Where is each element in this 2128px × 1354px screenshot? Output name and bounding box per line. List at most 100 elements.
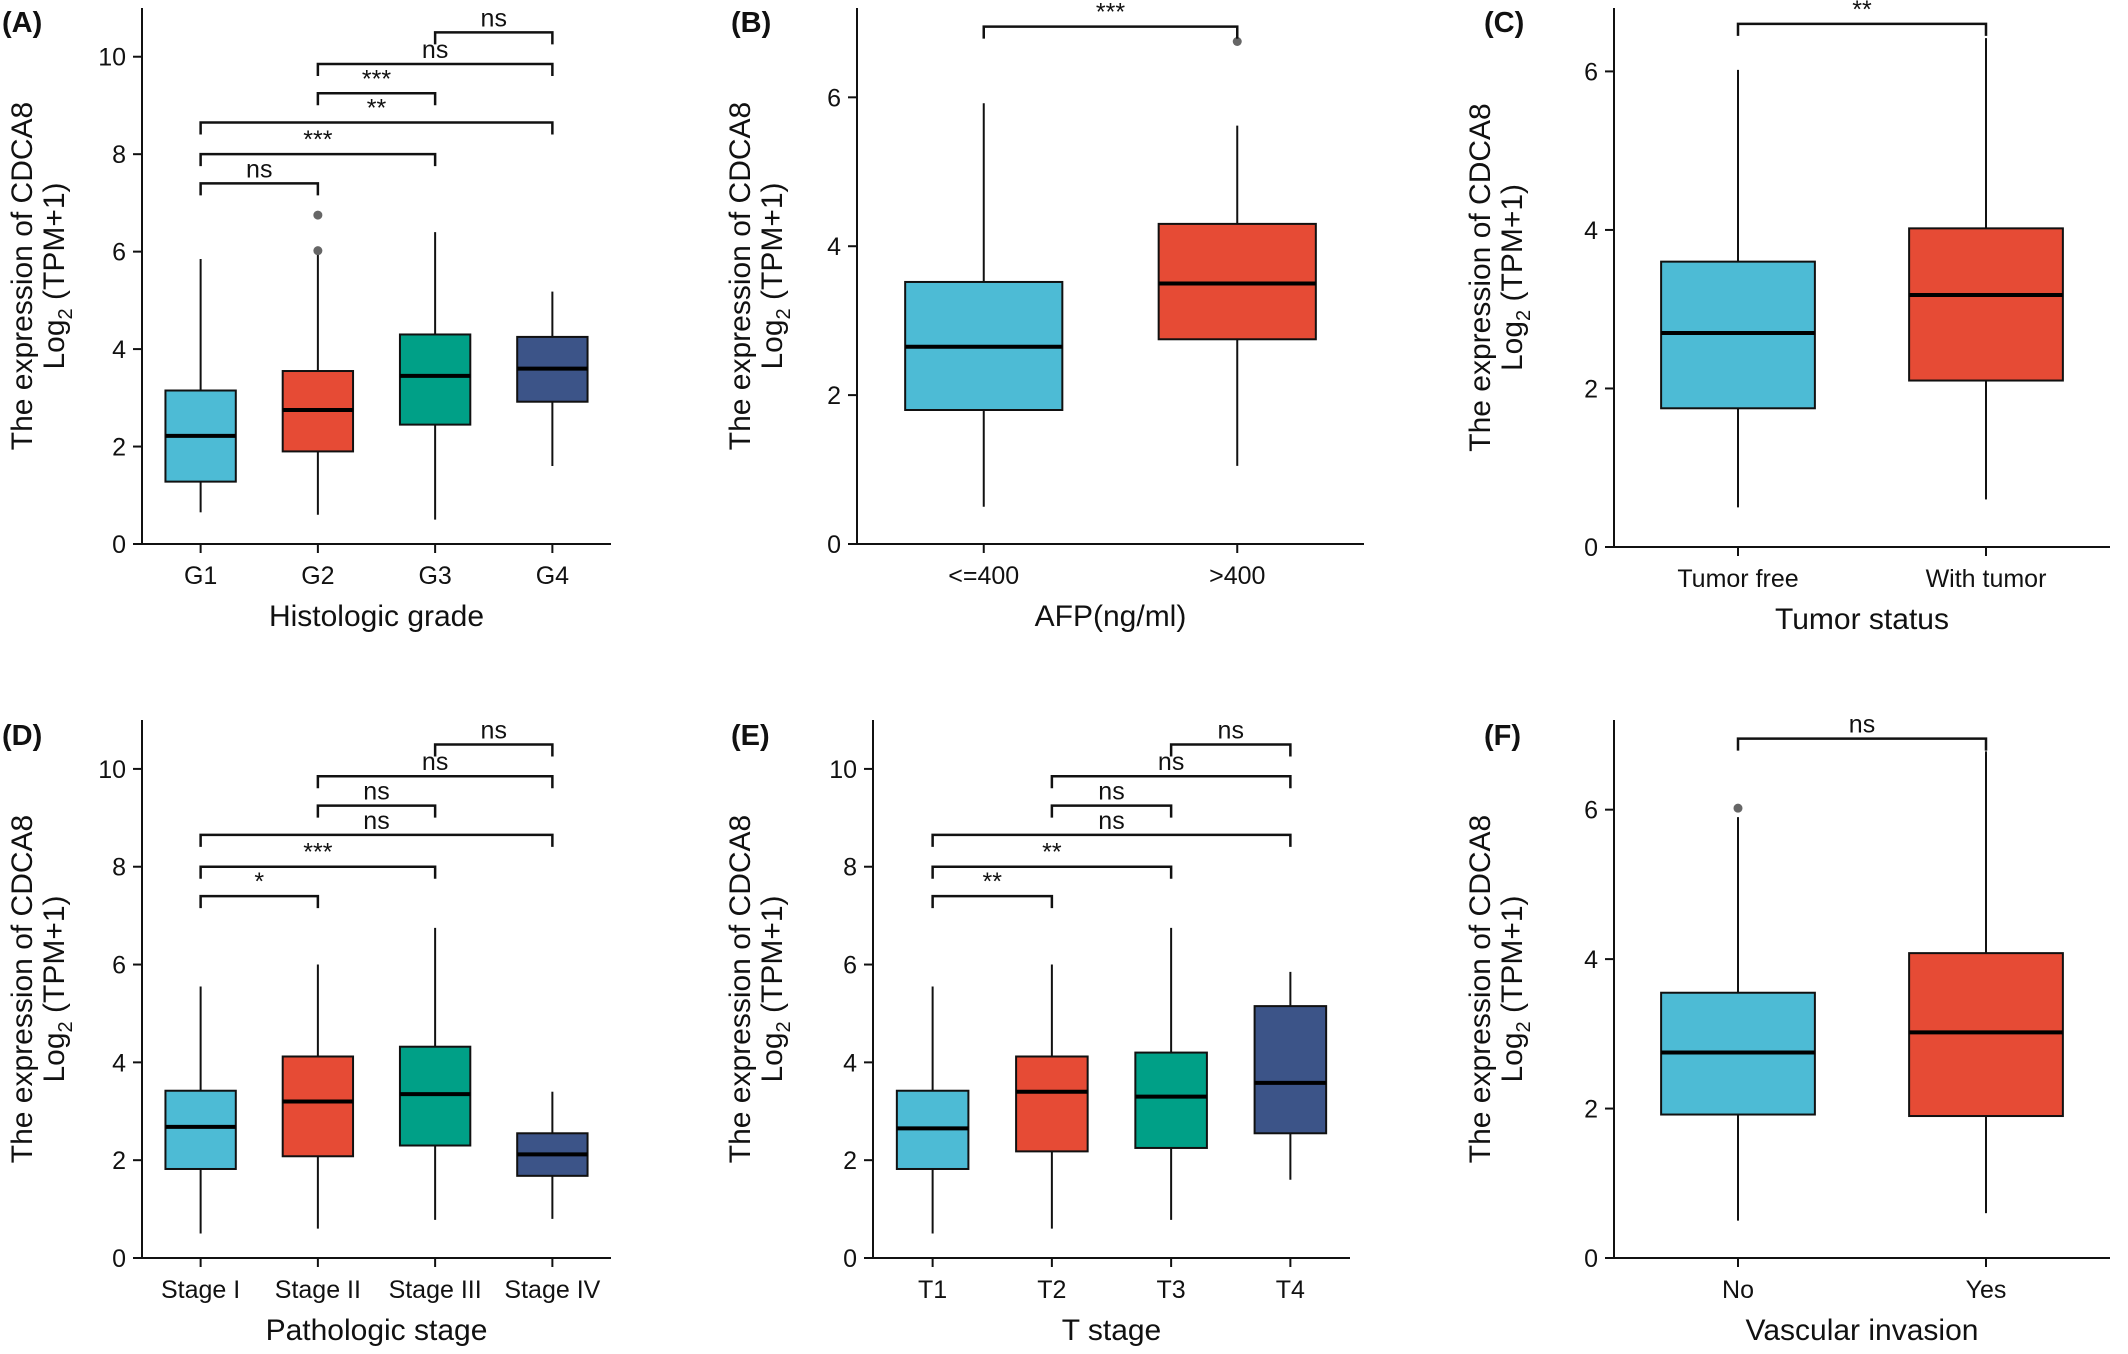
box-body [1134, 1051, 1208, 1149]
significance-label: ns [1098, 807, 1124, 835]
box-no [1660, 803, 1816, 1221]
significance-bracket: ** [931, 868, 1054, 909]
significance-label: ns [481, 4, 507, 32]
bracket-line [316, 774, 554, 789]
box-tumor-free [1660, 69, 1816, 508]
x-axis-label: AFP(ng/ml) [1035, 600, 1187, 633]
x-axis-label: Pathologic stage [266, 1314, 488, 1347]
y-axis-label-subscript: 2 [773, 1021, 795, 1032]
panel-label: (C) [1484, 7, 1524, 39]
x-axis-label: Histologic grade [269, 600, 484, 633]
x-tick-label: Stage IV [504, 1276, 600, 1304]
box-stage-ii [281, 964, 355, 1229]
bracket-line [199, 894, 320, 909]
y-tick-label: 4 [1584, 217, 1598, 245]
box-t1 [895, 986, 970, 1234]
y-tick-label: 2 [827, 382, 841, 410]
y-axis-label: The expression of CDCA8 [724, 102, 757, 451]
panel-label: (E) [731, 720, 770, 752]
bracket-line [1050, 804, 1173, 818]
significance-label: ns [363, 807, 389, 835]
box--400 [1157, 37, 1317, 466]
y-axis-label-units: Log2 (TPM+1) [756, 895, 795, 1082]
box-body [1908, 227, 2064, 382]
y-tick-label: 4 [827, 233, 841, 261]
significance-label: ns [363, 778, 389, 806]
bracket-line [1736, 22, 1988, 36]
significance-bracket: *** [982, 0, 1239, 39]
panel-label: (D) [2, 720, 42, 752]
significance-bracket: ns [199, 807, 554, 847]
y-axis-label-units: Log2 (TPM+1) [1496, 184, 1535, 371]
x-axis-label: Vascular invasion [1746, 1314, 1979, 1347]
x-tick-label: T1 [918, 1276, 947, 1304]
y-axis-label-units: Log2 (TPM+1) [38, 182, 77, 369]
significance-label: ns [481, 716, 507, 744]
y-axis-label-tail: (TPM+1) [756, 895, 789, 1021]
box-body [281, 1055, 355, 1158]
x-tick-label: With tumor [1926, 565, 2047, 593]
x-tick-label: G3 [418, 562, 451, 590]
y-tick-label: 6 [1584, 797, 1598, 825]
y-axis-label-tail: (TPM+1) [1496, 895, 1529, 1021]
y-tick-label: 2 [1584, 1096, 1598, 1124]
y-axis-label: The expression of CDCA8 [1464, 103, 1497, 452]
box-t2 [1015, 964, 1089, 1229]
y-axis-label: The expression of CDCA8 [6, 815, 39, 1164]
y-tick-label: 10 [829, 756, 857, 784]
box-stage-iii [398, 927, 472, 1220]
box-g2 [281, 210, 355, 515]
y-tick-label: 6 [112, 239, 126, 267]
y-tick-label: 10 [98, 756, 126, 784]
bracket-line [316, 62, 554, 77]
outlier-point [1232, 37, 1242, 46]
significance-label: ** [367, 95, 387, 123]
y-axis-label-units: Log2 (TPM+1) [1496, 895, 1535, 1082]
significance-label: * [254, 868, 264, 896]
bracket-line [1736, 737, 1988, 751]
box-t3 [1134, 927, 1208, 1220]
significance-bracket: ns [1050, 748, 1292, 789]
y-tick-label: 4 [112, 1049, 126, 1077]
box-body [1015, 1055, 1089, 1153]
y-tick-label: 0 [843, 1245, 857, 1273]
bracket-line [433, 743, 554, 757]
y-axis-label-log: Log [1496, 321, 1529, 371]
y-tick-label: 2 [112, 434, 126, 462]
outlier-point [1733, 803, 1743, 813]
x-tick-label: <=400 [948, 562, 1019, 590]
box-g1 [164, 258, 237, 513]
y-tick-label: 4 [112, 336, 126, 364]
significance-bracket: ** [1736, 0, 1988, 36]
significance-label: *** [303, 839, 332, 867]
bracket-line [931, 894, 1054, 909]
y-axis-label-tail: (TPM+1) [38, 182, 71, 308]
significance-bracket: *** [199, 126, 437, 167]
y-axis-label-tail: (TPM+1) [38, 895, 71, 1021]
y-tick-label: 2 [843, 1147, 857, 1175]
panel-label: (B) [731, 7, 771, 39]
significance-label: *** [1096, 0, 1125, 27]
y-tick-label: 6 [843, 952, 857, 980]
box-stage-i [164, 986, 237, 1234]
y-tick-label: 4 [843, 1049, 857, 1077]
bracket-line [1050, 774, 1292, 789]
significance-bracket: ns [931, 807, 1292, 847]
significance-bracket: ns [1736, 711, 1988, 751]
bracket-line [982, 25, 1239, 39]
y-axis-label-subscript: 2 [55, 308, 77, 319]
significance-label: ** [983, 868, 1003, 896]
x-tick-label: No [1722, 1276, 1754, 1304]
significance-label: ** [1042, 839, 1062, 867]
significance-label: ** [1852, 0, 1872, 24]
x-tick-label: T2 [1037, 1276, 1066, 1304]
y-axis-label-subscript: 2 [55, 1021, 77, 1032]
x-tick-label: G2 [301, 562, 334, 590]
x-tick-label: Tumor free [1677, 565, 1798, 593]
y-axis-label-subscript: 2 [1513, 310, 1535, 321]
bracket-line [931, 833, 1292, 847]
x-tick-label: Stage I [161, 1276, 240, 1304]
